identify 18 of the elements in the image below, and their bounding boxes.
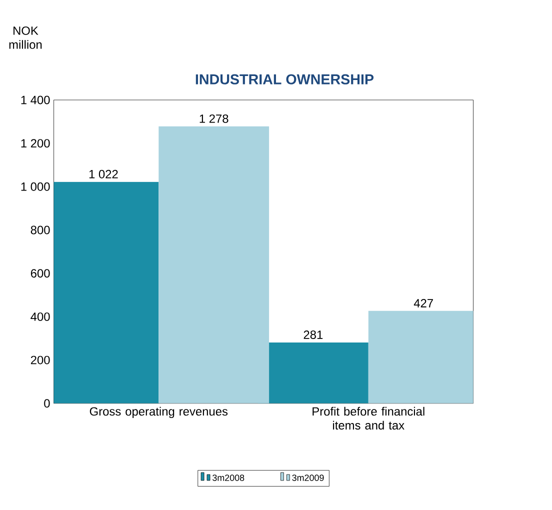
y-tick-label: 1 400 bbox=[21, 96, 50, 104]
data-label: 427 bbox=[414, 299, 433, 308]
y-tick-label: 200 bbox=[30, 356, 50, 364]
y-tick-label: 400 bbox=[30, 312, 50, 322]
data-label: 281 bbox=[304, 330, 323, 340]
legend-label: 3m2008 bbox=[212, 474, 244, 482]
y-tick-label: 0 bbox=[44, 399, 50, 408]
y-tick-label: 600 bbox=[30, 269, 50, 278]
chart-title: INDUSTRIAL OWNERSHIP bbox=[196, 74, 374, 85]
data-label: 1 022 bbox=[89, 170, 118, 179]
y-tick-label: 1 000 bbox=[21, 182, 50, 192]
y-tick-label: 800 bbox=[30, 226, 50, 234]
data-label: 1 278 bbox=[200, 114, 228, 124]
legend-label: 3m2009 bbox=[292, 474, 324, 482]
y-axis-title: NOK million bbox=[9, 26, 42, 50]
x-tick-label: Gross operating revenues bbox=[90, 407, 228, 418]
x-tick-label: Profit before financial items and tax bbox=[312, 407, 424, 430]
y-tick-label: 1 200 bbox=[21, 139, 50, 148]
